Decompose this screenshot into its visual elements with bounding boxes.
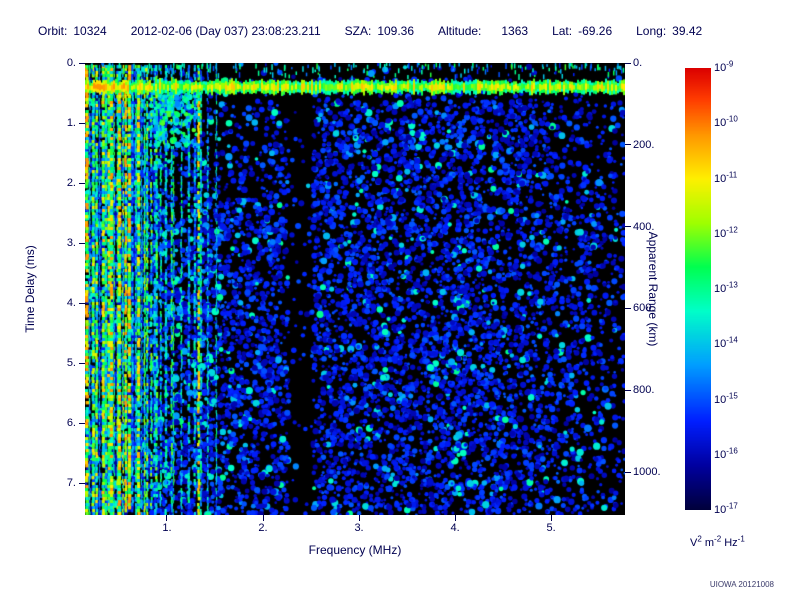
y-axis-right-tick-label: 1000.: [633, 466, 661, 479]
long-value: 39.42: [672, 24, 703, 38]
header-field-orbit: Orbit: 10324: [38, 24, 107, 38]
y-axis-right-tick: [625, 144, 631, 146]
y-axis-right-tick: [625, 62, 631, 64]
y-axis-right-tick-label: 200.: [633, 138, 655, 151]
y-axis-right-tick: [625, 389, 631, 391]
spectrogram-canvas: [85, 63, 625, 515]
orbit-label: Orbit:: [38, 24, 68, 38]
lat-value: -69.26: [578, 24, 613, 38]
y-axis-left-tick-label: 0.: [66, 57, 76, 69]
colorbar-tick-label: 10-13: [714, 280, 738, 295]
orbit-value: 10324: [73, 24, 107, 38]
header-field-altitude: Altitude: 1363: [438, 24, 528, 38]
header: Orbit: 10324 2012-02-06 (Day 037) 23:08:…: [38, 24, 702, 38]
y-axis-left-label: Time Delay (ms): [23, 245, 37, 333]
colorbar-tick-label: 10-10: [714, 114, 738, 130]
colorbar-tick-label: 10-11: [714, 169, 738, 185]
lat-label: Lat:: [552, 24, 573, 38]
altitude-label: Altitude:: [438, 24, 482, 38]
x-axis-tick-label: 1.: [162, 522, 172, 534]
long-label: Long:: [636, 24, 667, 38]
x-axis-tick-label: 3.: [354, 522, 364, 534]
credit-text: UIOWA 20121008: [709, 580, 774, 589]
sza-label: SZA:: [344, 24, 372, 38]
x-axis-tick-label: 5.: [546, 522, 556, 534]
colorbar-tick-label: 10-9: [714, 59, 734, 74]
header-field-sza: SZA: 109.36: [345, 24, 414, 38]
colorbar-tick-label: 10-16: [714, 446, 738, 461]
y-axis-left-tick-label: 1.: [66, 117, 76, 130]
colorbar-tick-label: 10-12: [714, 225, 738, 240]
y-axis-right-label: Apparent Range (km): [646, 231, 660, 347]
colorbar-tick-label: 10-14: [714, 335, 738, 351]
colorbar-tick-label: 10-15: [714, 390, 738, 406]
colorbar: [685, 68, 711, 510]
colorbar-tick-label: 10-17: [714, 501, 738, 516]
x-axis-tick-label: 2.: [258, 522, 268, 534]
x-axis-tick: [358, 515, 360, 521]
y-axis-right-tick: [625, 307, 631, 309]
datetime-value: 2012-02-06 (Day 037) 23:08:23.211: [130, 24, 321, 38]
y-axis-left-tick-label: 2.: [66, 177, 76, 190]
x-axis-tick: [454, 515, 456, 521]
header-field-datetime: 2012-02-06 (Day 037) 23:08:23.211: [131, 24, 321, 38]
y-axis-left-tick-label: 6.: [66, 417, 76, 430]
sza-value: 109.36: [377, 24, 415, 38]
header-field-lat: Lat: -69.26: [552, 24, 612, 38]
y-axis-right-tick: [625, 226, 631, 228]
y-axis-left-tick-label: 5.: [66, 357, 76, 370]
y-axis-right-tick-label: 800.: [633, 384, 655, 397]
y-axis-right-tick: [625, 471, 631, 473]
x-axis-label: Frequency (MHz): [308, 543, 402, 557]
header-field-long: Long: 39.42: [636, 24, 702, 38]
x-axis-tick: [550, 515, 552, 521]
x-axis-tick: [166, 515, 168, 521]
altitude-value: 1363: [501, 24, 529, 38]
y-axis-right-tick-label: 0.: [633, 57, 643, 69]
y-axis-left-tick-label: 3.: [66, 237, 76, 250]
x-axis-tick: [262, 515, 264, 521]
colorbar-unit-label: V2 m-2 Hz-1: [690, 534, 745, 549]
y-axis-left-tick-label: 4.: [66, 297, 76, 310]
x-axis-tick-label: 4.: [450, 522, 460, 534]
y-axis-left-tick-label: 7.: [66, 477, 76, 490]
